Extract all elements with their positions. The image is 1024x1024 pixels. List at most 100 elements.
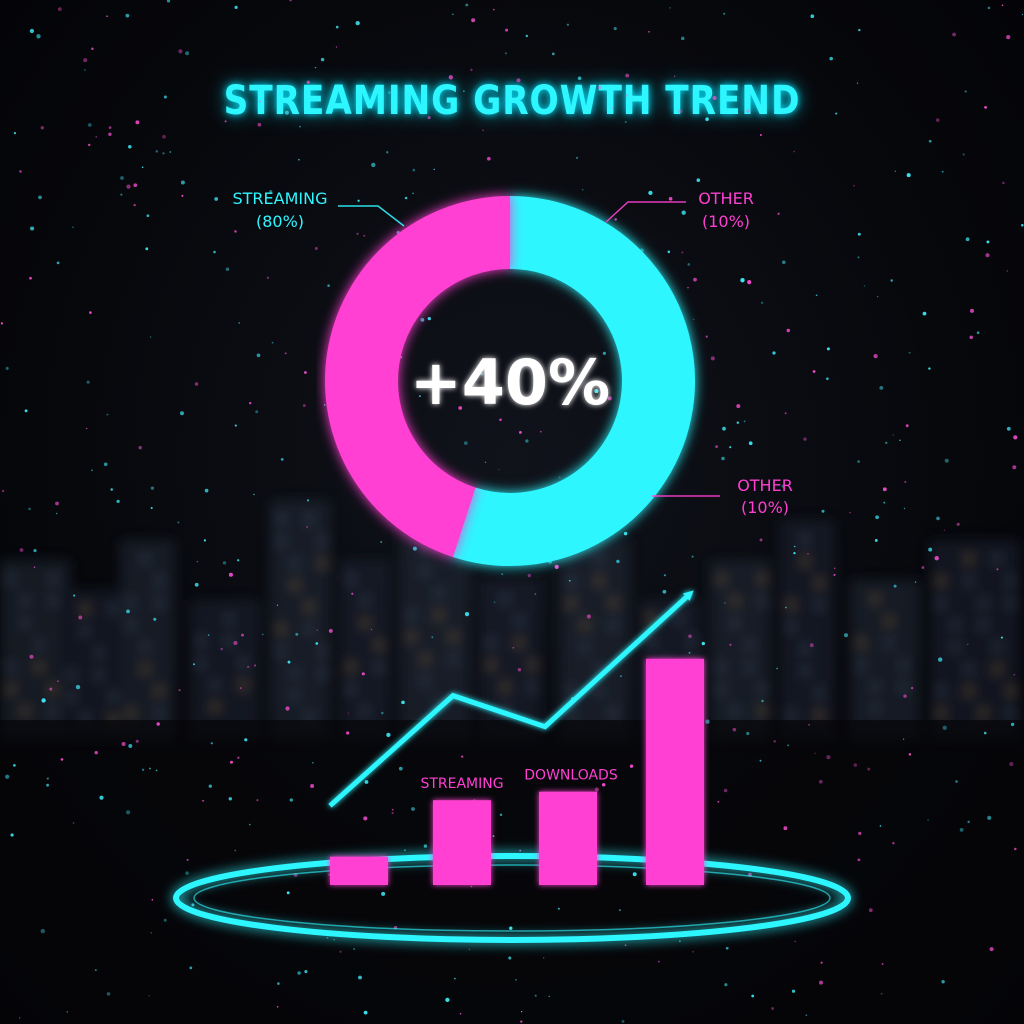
- particle: [558, 476, 561, 479]
- particle: [748, 441, 753, 446]
- particle: [363, 234, 366, 237]
- particle: [783, 826, 788, 831]
- particle: [1006, 270, 1008, 272]
- particle: [353, 948, 355, 950]
- building-window: [886, 617, 892, 625]
- particle: [611, 107, 614, 109]
- particle: [515, 978, 517, 981]
- particle: [996, 568, 999, 571]
- particle: [5, 774, 10, 779]
- particle: [1014, 847, 1017, 851]
- particle: [692, 950, 694, 953]
- particle: [18, 1017, 21, 1019]
- particle: [693, 318, 695, 321]
- particle: [57, 7, 62, 11]
- particle: [936, 516, 940, 521]
- particle: [678, 109, 683, 114]
- particle: [784, 412, 787, 415]
- particle: [761, 699, 764, 703]
- particle: [969, 308, 975, 313]
- building-window: [938, 599, 944, 607]
- building-window: [516, 617, 522, 625]
- particle: [84, 69, 86, 71]
- particle: [509, 926, 513, 930]
- particle: [241, 633, 244, 637]
- particle: [13, 764, 16, 767]
- particle: [253, 493, 255, 496]
- building-window: [732, 597, 738, 605]
- particle: [185, 51, 190, 56]
- particle: [956, 522, 960, 526]
- particle: [234, 230, 237, 233]
- label-streaming-pct: (80%): [256, 212, 304, 231]
- particle: [239, 687, 242, 689]
- label-other-2-pct: (10%): [741, 498, 789, 517]
- particle: [905, 424, 909, 428]
- particle: [512, 646, 515, 649]
- building-window: [980, 621, 986, 629]
- label-streaming: STREAMING: [233, 189, 328, 208]
- particle: [208, 784, 212, 788]
- particle: [125, 13, 130, 18]
- particle: [248, 823, 251, 826]
- particle: [723, 788, 728, 793]
- particle: [259, 100, 261, 103]
- building-window: [718, 575, 724, 583]
- particle: [943, 529, 946, 531]
- particle: [902, 738, 905, 740]
- particle: [351, 592, 354, 595]
- particle: [722, 426, 726, 431]
- particle: [620, 675, 622, 677]
- particle: [454, 977, 456, 980]
- particle: [705, 719, 710, 724]
- building-window: [320, 647, 326, 655]
- particle: [266, 276, 269, 279]
- particle: [658, 960, 660, 963]
- particle: [116, 499, 120, 504]
- particle: [484, 461, 487, 463]
- building-window: [292, 581, 298, 589]
- building-window: [68, 671, 74, 679]
- particle: [701, 641, 705, 646]
- particle: [858, 28, 861, 32]
- particle: [150, 931, 153, 934]
- particle: [674, 75, 676, 77]
- particle: [320, 57, 325, 62]
- particle: [987, 815, 992, 820]
- particle: [148, 995, 150, 997]
- particle: [19, 548, 24, 552]
- building-window: [802, 535, 808, 543]
- building-window: [240, 681, 246, 689]
- particle: [189, 966, 193, 970]
- particle: [335, 46, 338, 48]
- particle: [1013, 435, 1018, 440]
- building-window: [110, 605, 116, 613]
- building-window: [760, 597, 766, 605]
- donut-slice-2: [325, 196, 511, 557]
- particle: [194, 382, 199, 386]
- particle: [304, 371, 307, 374]
- particle: [110, 488, 113, 491]
- particle: [151, 898, 154, 901]
- particle: [72, 226, 74, 228]
- building-window: [240, 659, 246, 667]
- particle: [133, 183, 138, 188]
- particle: [519, 849, 522, 852]
- particle: [829, 56, 833, 61]
- particle: [967, 820, 970, 824]
- particle: [306, 499, 310, 502]
- particle: [492, 8, 495, 11]
- building-window: [568, 577, 574, 585]
- building-window: [96, 671, 102, 679]
- particle: [499, 813, 503, 817]
- building-window: [22, 707, 28, 715]
- particle: [162, 152, 165, 155]
- particle: [304, 970, 308, 974]
- particle: [314, 66, 317, 69]
- building-window: [732, 619, 738, 627]
- building-window: [816, 579, 822, 587]
- particle: [357, 199, 360, 202]
- particle: [203, 539, 206, 542]
- particle: [458, 406, 463, 410]
